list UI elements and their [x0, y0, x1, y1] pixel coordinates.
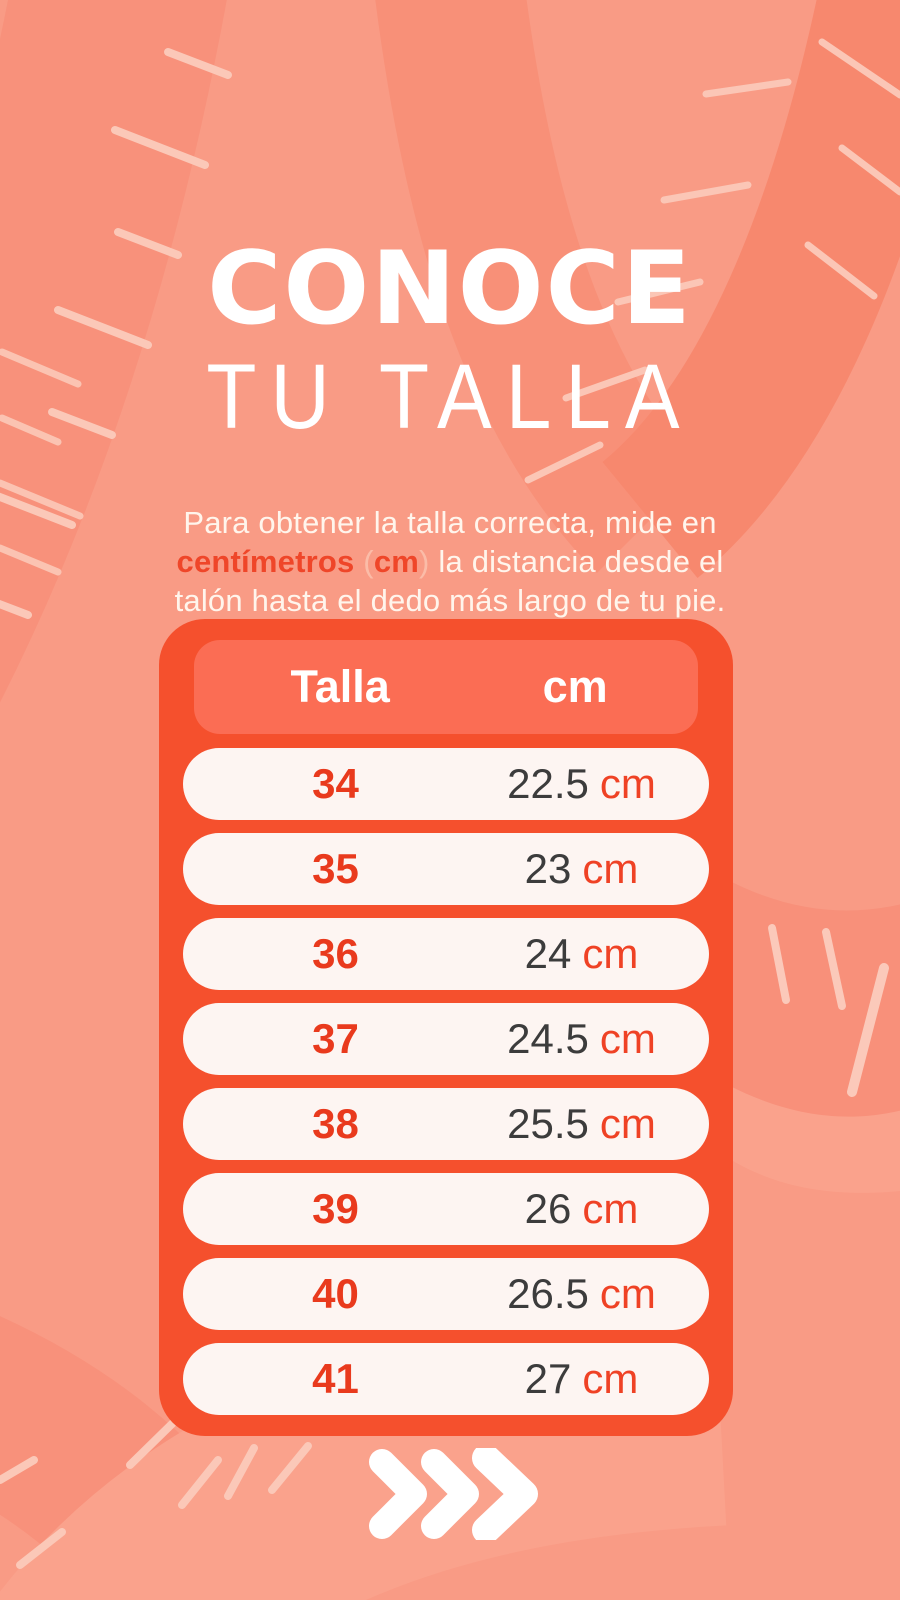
page-subtitle: TU TALLA [206, 346, 694, 449]
cm-value: 25.5 [507, 1100, 589, 1147]
intro-line-2-rest: la distancia desde el [429, 544, 724, 579]
tape-ticks-top-left [0, 48, 232, 619]
size-table-row: 41 27 cm [183, 1343, 709, 1415]
tape-band-right-middle-light [728, 1085, 900, 1193]
size-cell: 36 [312, 930, 359, 977]
tape-ticks-right-middle [768, 924, 889, 1097]
tape-ticks-bottom-left [0, 1414, 312, 1569]
intro-highlight-centimetros: centímetros [176, 544, 355, 579]
intro-highlight-cm: cm [373, 544, 420, 579]
size-table-header: Talla cm [194, 640, 698, 734]
size-table-header-cm: cm [542, 661, 608, 712]
page-title: CONOCE [207, 229, 693, 347]
cm-value: 24.5 [507, 1015, 589, 1062]
cm-value: 24 [524, 930, 572, 977]
intro-paren-close: ) [419, 544, 430, 579]
tape-band-v-left [375, 0, 704, 573]
cm-unit: cm [599, 1015, 656, 1062]
size-cell: 41 [312, 1355, 359, 1402]
size-cell: 38 [312, 1100, 359, 1147]
size-cell: 35 [312, 845, 359, 892]
tape-ticks-left-edge [0, 348, 84, 576]
cm-value: 27 [524, 1355, 572, 1402]
chevron-right-icon [472, 1444, 538, 1544]
tape-ticks-top-right [804, 38, 900, 300]
size-table-header-talla: Talla [290, 661, 390, 712]
size-table-row: 39 26 cm [183, 1173, 709, 1245]
tape-ticks-v-notch [524, 78, 792, 484]
size-table-row: 38 25.5 cm [183, 1088, 709, 1160]
triple-chevron-right-icon [368, 1444, 543, 1544]
intro-line-1: Para obtener la talla correcta, mide en [183, 505, 717, 540]
size-cell: 39 [312, 1185, 359, 1232]
size-table: Talla cm 34 22.5 cm 35 23 cm 36 24 cm 37 24… [159, 619, 733, 1436]
size-cell: 34 [312, 760, 359, 807]
cm-unit: cm [599, 1270, 656, 1317]
cm-unit: cm [582, 845, 639, 892]
size-table-row: 40 26.5 cm [183, 1258, 709, 1330]
intro-line-3: talón hasta el dedo más largo de tu pie. [174, 583, 726, 618]
cm-value: 22.5 [507, 760, 589, 807]
size-table-row: 34 22.5 cm [183, 748, 709, 820]
cm-unit: cm [582, 930, 639, 977]
size-cell: 37 [312, 1015, 359, 1062]
chevron-right-icon [421, 1449, 479, 1539]
cm-unit: cm [599, 760, 656, 807]
size-table-row: 36 24 cm [183, 918, 709, 990]
size-table-row: 37 24.5 cm [183, 1003, 709, 1075]
cm-value: 23 [524, 845, 572, 892]
intro-paren-open: ( [363, 544, 374, 579]
size-table-row: 35 23 cm [183, 833, 709, 905]
cm-value: 26.5 [507, 1270, 589, 1317]
cm-unit: cm [599, 1100, 656, 1147]
cm-value: 26 [524, 1185, 572, 1232]
tape-band-top-left [0, 0, 227, 703]
cm-unit: cm [582, 1185, 639, 1232]
intro-paragraph: Para obtener la talla correcta, mide en c… [110, 503, 790, 620]
size-cell: 40 [312, 1270, 359, 1317]
chevron-right-icon [369, 1449, 427, 1539]
cm-unit: cm [582, 1355, 639, 1402]
tape-band-v-right [601, 0, 900, 579]
